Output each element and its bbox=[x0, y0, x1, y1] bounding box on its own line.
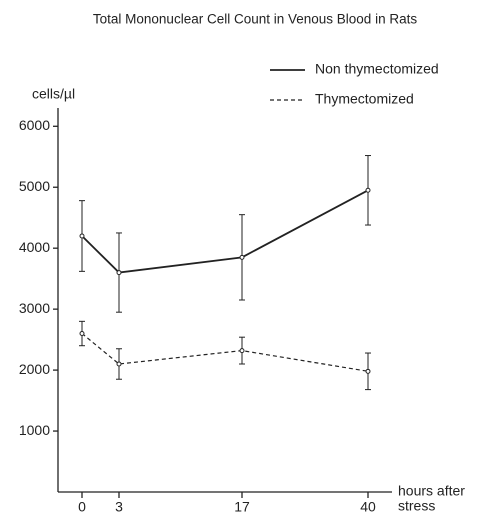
x-tick-label: 0 bbox=[78, 499, 86, 513]
chart-title: Total Mononuclear Cell Count in Venous B… bbox=[93, 12, 417, 27]
legend-label: Non thymectomized bbox=[315, 61, 439, 77]
y-tick-label: 6000 bbox=[19, 117, 50, 133]
point bbox=[116, 361, 122, 367]
series-line bbox=[81, 333, 369, 372]
x-tick-label: 40 bbox=[360, 499, 376, 513]
y-tick-label: 1000 bbox=[19, 422, 50, 438]
y-tick-label: 4000 bbox=[19, 239, 50, 255]
y-axis-label: cells/µl bbox=[32, 86, 75, 102]
point bbox=[365, 368, 371, 374]
point bbox=[239, 348, 245, 354]
point bbox=[365, 187, 371, 193]
point bbox=[79, 331, 85, 337]
x-tick-label: 17 bbox=[234, 499, 250, 513]
x-axis-label: hours after bbox=[398, 483, 465, 499]
point bbox=[79, 233, 85, 239]
point bbox=[116, 270, 122, 276]
point bbox=[239, 254, 245, 260]
y-tick-label: 2000 bbox=[19, 361, 50, 377]
legend-label: Thymectomized bbox=[315, 91, 414, 107]
x-axis-label: stress bbox=[398, 498, 435, 513]
x-tick-label: 3 bbox=[115, 499, 123, 513]
y-tick-label: 5000 bbox=[19, 178, 50, 194]
y-tick-label: 3000 bbox=[19, 300, 50, 316]
series-line bbox=[81, 189, 369, 274]
